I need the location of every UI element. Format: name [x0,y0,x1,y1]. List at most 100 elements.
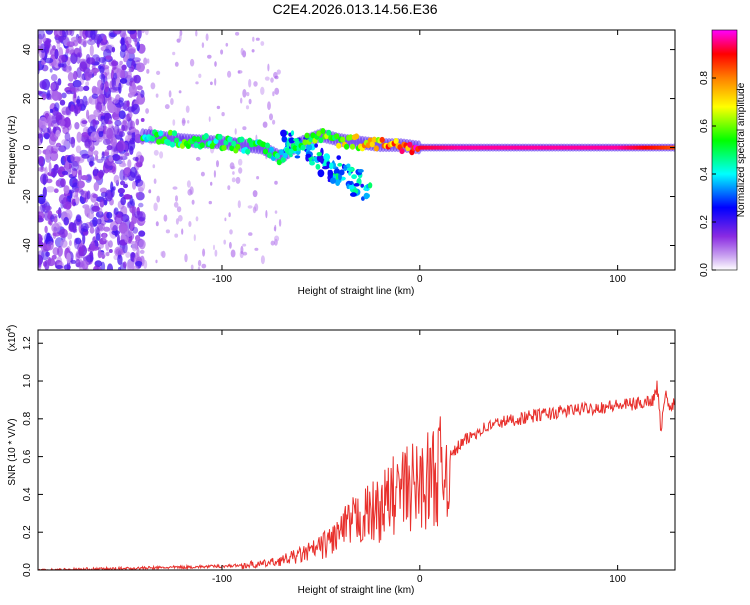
heatmap-trace-cell [278,149,284,156]
heatmap-branch-cell [306,144,313,151]
heatmap-faint-cell [181,228,184,235]
heatmap-noise-cell [129,112,133,118]
heatmap-faint-cell [198,73,202,79]
heatmap-faint-cell [240,97,243,104]
heatmap-noise-cell [117,254,123,266]
heatmap-faint-cell [246,92,250,97]
heatmap-trace-cell [274,152,280,159]
svg-text:(x104): (x104) [6,325,18,352]
heatmap-noise-cell [61,106,71,116]
heatmap-faint-cell [188,221,192,227]
heatmap-branch-cell [357,169,364,173]
heatmap-noise-cell [136,41,140,52]
heatmap-noise-cell [114,214,124,225]
heatmap-noise-cell [92,169,99,177]
heatmap-trace-cell [195,136,201,143]
heatmap-faint-cell [238,167,243,174]
heatmap-trace-cell [282,152,288,159]
heatmap-faint-cell [228,212,231,218]
heatmap-noise-cell [39,160,44,167]
heatmap-noise-cell [90,30,96,40]
heatmap-noise-cell [100,39,109,47]
heatmap-branch-cell [329,162,334,170]
heatmap-noise-cell [115,141,124,154]
heatmap-faint-cell [195,30,198,37]
heatmap-noise-cell [38,259,42,268]
heatmap-noise-cell [108,249,113,253]
heatmap-faint-cell [274,210,278,214]
heatmap-noise-cell [51,222,61,233]
heatmap-noise-cell [98,126,104,132]
heatmap-faint-cell [153,178,157,184]
heatmap-noise-cell [135,118,140,126]
heatmap-noise-cell [137,30,142,39]
heatmap-faint-cell [240,47,244,56]
colorbar-gradient [711,29,738,271]
chart-title: C2E4.2026.013.14.56.E36 [272,1,437,17]
heatmap-noise-cell [42,174,47,186]
heatmap-noise-cell [128,66,134,73]
heatmap-noise-cell [138,230,146,237]
heatmap-noise-cell [130,120,135,130]
heatmap-trace-cell [310,132,316,139]
heatmap-noise-cell [131,103,140,115]
colorbar-tick-label: 0.6 [699,119,710,133]
heatmap-faint-cell [247,205,253,209]
heatmap-noise-cell [92,216,98,227]
heatmap-branch-cell [288,137,295,144]
heatmap-noise-cell [110,181,114,193]
heatmap-noise-cell [137,180,146,192]
heatmap-noise-cell [99,65,105,74]
heatmap-faint-cell [181,117,186,127]
heatmap-noise-cell [118,82,122,94]
heatmap-faint-cell [208,200,212,205]
heatmap-noise-cell [44,232,53,245]
heatmap-noise-cell [61,92,67,99]
heatmap-faint-cell [187,120,190,124]
heatmap-noise-cell [66,56,71,66]
heatmap-noise-cell [102,232,107,242]
heatmap-noise-cell [46,89,51,99]
heatmap-trace-cell [193,142,199,149]
heatmap-noise-cell [139,249,145,254]
heatmap-noise-cell [102,138,111,146]
heatmap-trace-cell [231,140,237,147]
heatmap-faint-cell [141,30,145,34]
heatmap-noise-cell [39,167,44,173]
heatmap-noise-cell [44,205,52,211]
heatmap-noise-cell [90,241,96,252]
heatmap-faint-cell [178,34,182,41]
heatmap-noise-cell [72,160,80,167]
heatmap-noise-cell [38,90,43,95]
heatmap-noise-cell [127,261,135,270]
heatmap-faint-cell [248,78,252,88]
heatmap-trace-cell [399,148,405,155]
heatmap-noise-cell [39,80,47,90]
heatmap-branch-cell [363,192,370,200]
heatmap-branch-cell [348,184,355,190]
heatmap-noise-cell [56,209,62,215]
heatmap-noise-cell [61,139,68,146]
heatmap-noise-cell [132,226,139,234]
heatmap-noise-cell [115,248,124,256]
heatmap-trace-cell [365,142,371,149]
heatmap-faint-cell [155,93,159,98]
heatmap-trace-cell [264,142,271,149]
heatmap-noise-cell [105,251,110,257]
heatmap-branch-cell [330,177,336,184]
heatmap-branch-cell [294,155,301,159]
heatmap-trace-cell [304,132,310,139]
heatmap-faint-cell [195,216,199,222]
heatmap-noise-cell [121,64,127,71]
snr-y-axis: 0.0 0.2 0.4 0.6 0.8 1.0 1.2 [22,336,675,577]
heatmap-faint-cell [245,105,250,110]
heatmap-noise-cell [138,202,144,208]
heatmap-branch-cell [363,187,370,191]
heatmap-faint-cell [207,54,212,59]
snr-x-axis: -100 0 100 [212,330,626,585]
heatmap-faint-cell [242,89,247,98]
heatmap-trace-cell [369,141,375,148]
heatmap-noise-cell [51,90,60,101]
heatmap-noise-cell [59,228,68,238]
heatmap-noise-cell [130,166,137,178]
